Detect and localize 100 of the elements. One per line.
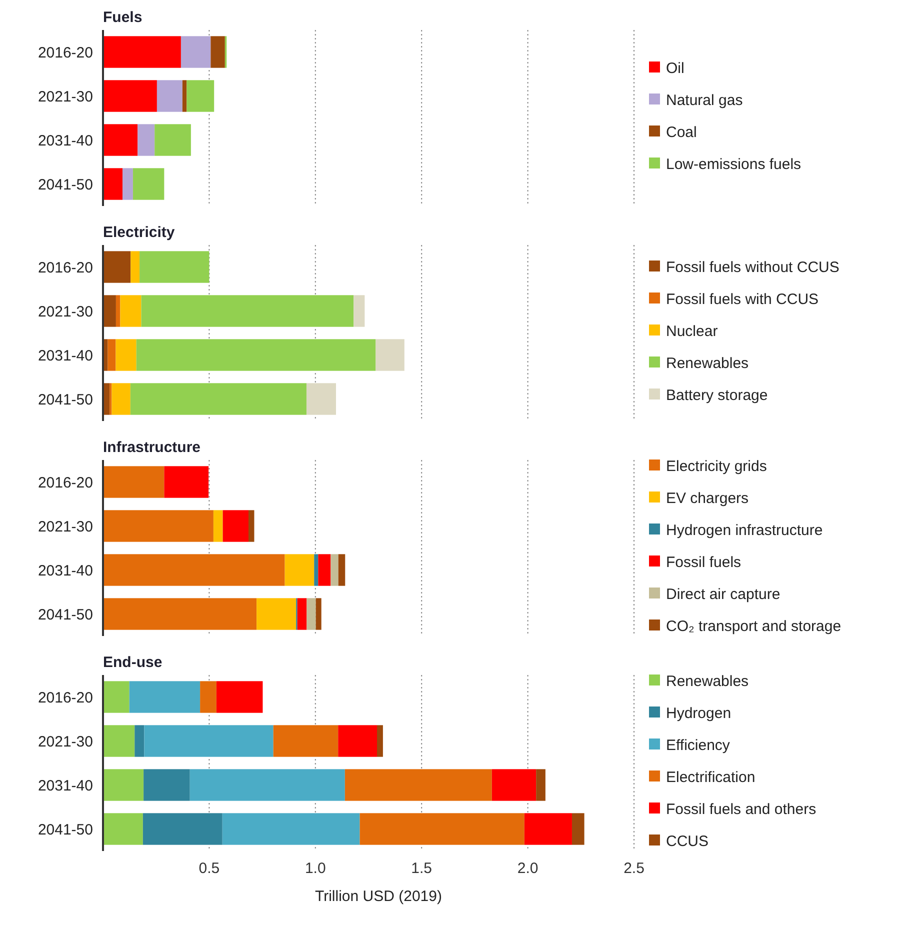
y-tick-label: 2041-50 (38, 606, 93, 624)
bar (138, 124, 155, 156)
bar (136, 339, 376, 371)
bar (376, 725, 383, 757)
bar (112, 383, 130, 415)
x-tick-label: 0.5 (198, 860, 220, 877)
x-tick-label: 2.0 (517, 860, 538, 877)
bar (222, 813, 360, 845)
legend-label: Fossil fuels without CCUS (666, 258, 840, 276)
y-tick-label: 2016-20 (38, 474, 93, 492)
bar (120, 295, 142, 327)
bar (142, 813, 222, 845)
bar (297, 598, 307, 630)
bar (284, 554, 314, 586)
bar (130, 251, 140, 283)
y-tick-label: 2031-40 (38, 347, 93, 364)
bar (256, 598, 296, 630)
legend-label: Hydrogen (666, 704, 732, 722)
bar (103, 725, 135, 757)
legend-label: CCUS (666, 832, 709, 850)
bar (318, 554, 331, 586)
chart-title: Infrastructure (103, 439, 201, 456)
bar (103, 124, 138, 156)
y-tick-label: 2021-30 (38, 733, 93, 750)
y-tick-label: 2021-30 (38, 88, 93, 106)
y-tick-label: 2016-20 (38, 259, 93, 276)
x-tick-label: 1.0 (304, 860, 326, 877)
bar (536, 769, 546, 801)
y-tick-label: 2041-50 (38, 176, 93, 194)
bar (524, 813, 572, 845)
bar (103, 681, 130, 713)
y-tick-label: 2041-50 (38, 821, 93, 838)
bar (103, 813, 143, 845)
bar (354, 295, 365, 327)
bar (306, 383, 336, 415)
bar (306, 598, 316, 630)
bar (344, 769, 492, 801)
bar (154, 124, 191, 156)
bar (144, 725, 274, 757)
legend-label: Hydrogen infrastructure (666, 522, 823, 539)
bar (222, 510, 248, 542)
bar (116, 295, 120, 327)
bar (103, 466, 164, 498)
legend-label: Renewables (666, 672, 749, 690)
bar (200, 681, 216, 713)
bar (182, 80, 187, 112)
bar (360, 813, 524, 845)
bar (492, 769, 536, 801)
y-tick-label: 2016-20 (38, 44, 93, 62)
bar (141, 295, 354, 327)
bar (180, 36, 211, 68)
bar (108, 339, 116, 371)
x-tick-label: 2.5 (624, 860, 644, 877)
x-axis-title: Trillion USD (2019) (315, 888, 442, 905)
legend-label: Fossil fuels and others (666, 800, 816, 818)
legend-label: Renewables (666, 354, 749, 372)
bar (103, 251, 131, 283)
y-tick-label: 2016-20 (38, 689, 93, 706)
bar (273, 725, 338, 757)
bar (572, 813, 584, 845)
x-tick-label: 1.5 (411, 860, 432, 877)
bar (216, 681, 263, 713)
bar (338, 554, 346, 586)
bar (103, 510, 214, 542)
legend-label: Coal (666, 124, 697, 141)
bar (376, 339, 404, 371)
bar (186, 80, 214, 112)
bar (213, 510, 223, 542)
bar (314, 554, 318, 586)
bar (103, 168, 123, 200)
chart-title: End-use (103, 654, 162, 671)
legend-label: Natural gas (666, 92, 743, 109)
bar (190, 769, 345, 801)
bar (316, 598, 322, 630)
legend-label: Oil (666, 60, 684, 77)
bar (129, 681, 200, 713)
bar (338, 725, 377, 757)
chart-title: Electricity (103, 224, 176, 241)
bar (116, 339, 136, 371)
y-tick-label: 2021-30 (38, 303, 93, 320)
bar (140, 251, 210, 283)
y-tick-label: 2031-40 (38, 562, 93, 580)
bar (330, 554, 338, 586)
bar (103, 554, 285, 586)
bar (103, 598, 257, 630)
bar (130, 383, 306, 415)
bar (144, 769, 190, 801)
bar (122, 168, 133, 200)
legend-label: Electricity grids (666, 458, 767, 475)
legend-label: CO₂ transport and storage (666, 618, 842, 635)
y-tick-label: 2031-40 (38, 777, 93, 794)
bar (103, 36, 181, 68)
bar (248, 510, 254, 542)
legend-label: Nuclear (666, 322, 718, 340)
bar (164, 466, 209, 498)
bar (103, 295, 116, 327)
legend-label: Fossil fuels (666, 554, 742, 571)
legend-label: Fossil fuels with CCUS (666, 290, 819, 308)
legend-label: Battery storage (666, 386, 768, 404)
bar (103, 769, 144, 801)
